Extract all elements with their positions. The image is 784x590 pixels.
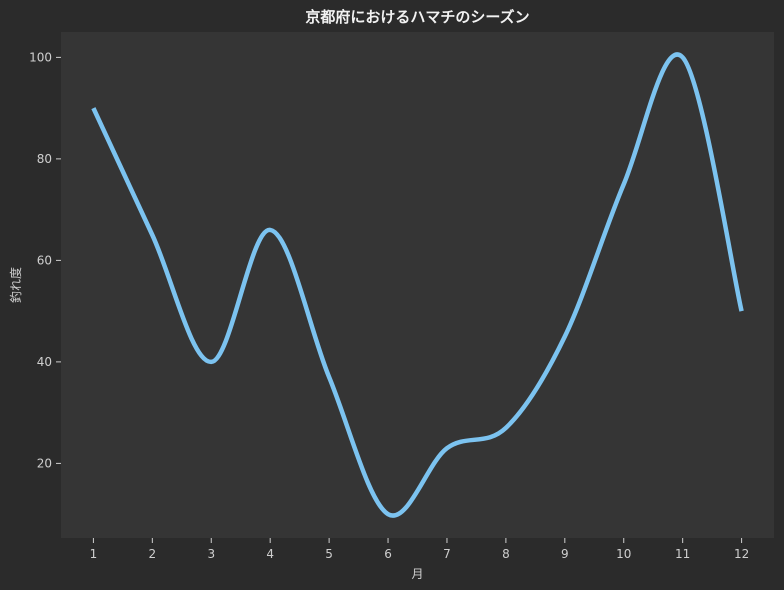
y-tick-label: 100 [29, 50, 52, 64]
y-tick-label: 80 [37, 152, 52, 166]
series-layer [91, 52, 744, 518]
x-axis-label: 月 [411, 567, 423, 581]
plot-area [61, 32, 774, 538]
y-tick-label: 40 [37, 355, 52, 369]
y-axis-label: 釣れ度 [8, 267, 23, 303]
x-tick-label: 11 [675, 547, 690, 561]
x-tick-label: 3 [207, 547, 215, 561]
x-tick-label: 2 [149, 547, 157, 561]
chart-title: 京都府におけるハマチのシーズン [305, 8, 529, 26]
series-line [91, 52, 744, 518]
x-tick-label: 4 [266, 547, 274, 561]
x-tick-label: 1 [90, 547, 98, 561]
x-tick-label: 6 [384, 547, 392, 561]
x-tick-label: 7 [443, 547, 451, 561]
y-tick-label: 60 [37, 253, 52, 267]
x-tick-label: 9 [561, 547, 569, 561]
y-tick-label: 20 [37, 456, 52, 470]
x-tick-label: 8 [502, 547, 510, 561]
x-tick-label: 5 [325, 547, 333, 561]
x-tick-label: 12 [734, 547, 749, 561]
x-tick-label: 10 [616, 547, 631, 561]
